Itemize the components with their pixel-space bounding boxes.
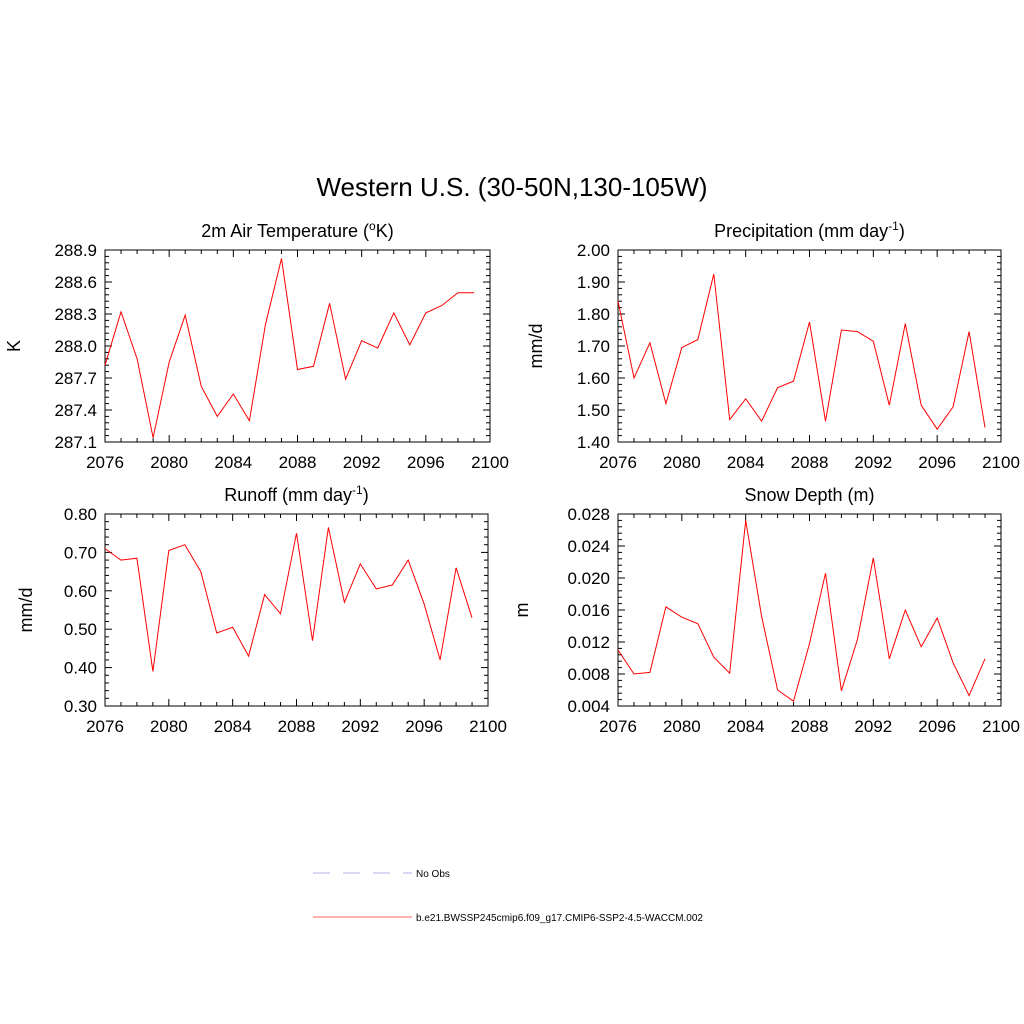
x-tick-label: 2088 <box>279 453 317 472</box>
x-tick-label: 2080 <box>150 717 188 736</box>
y-tick-label: 287.7 <box>54 369 97 388</box>
x-tick-label: 2076 <box>86 453 124 472</box>
chart-panels: 2m Air Temperature (oK) 2076 2080 2084 2088 2… <box>4 219 1020 736</box>
y-tick-label: 0.70 <box>64 543 97 562</box>
x-tick-label: 2084 <box>214 453 252 472</box>
x-tick-label: 2100 <box>982 453 1020 472</box>
figure-title: Western U.S. (30-50N,130-105W) <box>316 172 707 202</box>
y-tick-label: 0.30 <box>64 697 97 716</box>
chart-panel-2: Precipitation (mm day-1) 2076 2080 2084 2088… <box>526 219 1020 472</box>
panel-title: Runoff (mm day-1) <box>224 483 368 505</box>
y-tick-label: 0.020 <box>567 569 610 588</box>
legend-label: No Obs <box>416 869 450 880</box>
y-tick-label: 0.50 <box>64 620 97 639</box>
legend-entry: b.e21.BWSSP245cmip6.f09_g17.CMIP6-SSP2-4… <box>313 913 703 924</box>
x-tick-label: 2092 <box>341 717 379 736</box>
x-tick-label: 2100 <box>982 717 1020 736</box>
plot-frame <box>617 249 1002 443</box>
chart-panel-3: Runoff (mm day-1) 2076 2080 2084 2088 2092 209… <box>16 483 507 736</box>
y-tick-label: 0.40 <box>64 659 97 678</box>
y-tick-label: 1.90 <box>577 273 610 292</box>
y-tick-label: 0.004 <box>567 697 610 716</box>
y-axis-label: mm/d <box>16 588 36 633</box>
y-tick-label: 288.3 <box>54 305 97 324</box>
y-tick-label: 0.028 <box>567 505 610 524</box>
legend: No Obs b.e21.BWSSP245cmip6.f09_g17.CMIP6-… <box>313 869 703 924</box>
y-tick-label: 0.016 <box>567 601 610 620</box>
plot-frame <box>104 249 491 443</box>
x-tick-label: 2076 <box>599 717 637 736</box>
y-tick-label: 0.60 <box>64 582 97 601</box>
x-tick-label: 2076 <box>599 453 637 472</box>
y-tick-label: 1.40 <box>577 433 610 452</box>
y-tick-label: 0.012 <box>567 633 610 652</box>
x-tick-label: 2096 <box>918 717 956 736</box>
x-tick-label: 2100 <box>471 453 509 472</box>
y-tick-label: 287.1 <box>54 433 97 452</box>
panel-title: Snow Depth (m) <box>744 485 874 505</box>
x-tick-label: 2088 <box>791 453 829 472</box>
y-tick-label: 1.60 <box>577 369 610 388</box>
chart-panel-1: 2m Air Temperature (oK) 2076 2080 2084 2088 2… <box>4 219 509 472</box>
x-tick-label: 2080 <box>663 717 701 736</box>
series-line <box>617 520 986 703</box>
y-tick-label: 1.80 <box>577 305 610 324</box>
x-tick-label: 2076 <box>86 717 124 736</box>
x-tick-label: 2096 <box>918 453 956 472</box>
y-tick-label: 0.008 <box>567 665 610 684</box>
y-tick-label: 1.70 <box>577 337 610 356</box>
x-tick-label: 2080 <box>150 453 188 472</box>
x-tick-label: 2084 <box>727 717 765 736</box>
legend-entry: No Obs <box>313 869 450 880</box>
x-tick-label: 2084 <box>214 717 252 736</box>
y-axis-label: m <box>512 603 532 618</box>
panel-title: Precipitation (mm day-1) <box>714 219 905 241</box>
series-line <box>104 527 473 672</box>
x-tick-label: 2088 <box>278 717 316 736</box>
x-tick-label: 2096 <box>405 717 443 736</box>
y-tick-label: 1.50 <box>577 401 610 420</box>
y-tick-label: 288.9 <box>54 241 97 260</box>
y-tick-label: 0.024 <box>567 537 610 556</box>
y-tick-label: 288.6 <box>54 273 97 292</box>
plot-frame <box>617 513 1002 707</box>
x-tick-label: 2088 <box>791 717 829 736</box>
y-tick-label: 2.00 <box>577 241 610 260</box>
x-tick-label: 2100 <box>469 717 507 736</box>
series-line <box>617 273 986 431</box>
y-tick-label: 287.4 <box>54 401 97 420</box>
x-tick-label: 2092 <box>343 453 381 472</box>
y-tick-label: 0.80 <box>64 505 97 524</box>
y-axis-label: mm/d <box>526 324 546 369</box>
x-tick-label: 2080 <box>663 453 701 472</box>
plot-frame <box>104 513 489 707</box>
chart-panel-4: Snow Depth (m) 2076 2080 2084 2088 2092 2096 21… <box>512 485 1020 736</box>
x-tick-label: 2092 <box>854 717 892 736</box>
x-tick-label: 2084 <box>727 453 765 472</box>
y-tick-label: 288.0 <box>54 337 97 356</box>
series-line <box>104 258 474 438</box>
x-tick-label: 2096 <box>407 453 445 472</box>
panel-title: 2m Air Temperature (oK) <box>201 219 393 241</box>
y-axis-label: K <box>4 340 24 352</box>
legend-label: b.e21.BWSSP245cmip6.f09_g17.CMIP6-SSP2-4… <box>416 913 703 924</box>
x-tick-label: 2092 <box>854 453 892 472</box>
